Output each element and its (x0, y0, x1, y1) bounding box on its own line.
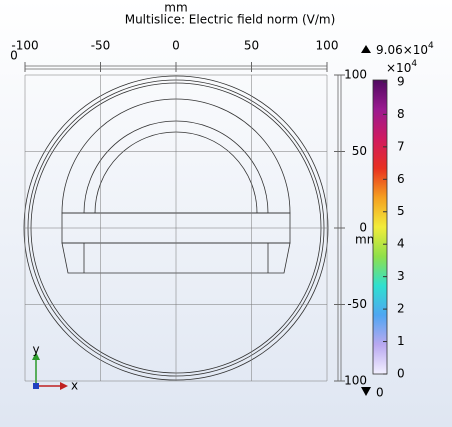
colorbar-tick-label: 0 (397, 367, 405, 381)
colorbar-tick-label: 6 (397, 172, 405, 186)
y-tick-label: 100 (344, 68, 367, 82)
z-tick: 0 (10, 49, 18, 63)
x-tick-label: -50 (91, 39, 111, 53)
y-tick-label: -50 (347, 297, 367, 311)
y-unit: mm (355, 233, 378, 247)
multiplier: ×104 (386, 59, 417, 75)
axis-unit: mm (164, 1, 187, 15)
triad: y x (32, 343, 78, 393)
min-marker (361, 387, 371, 396)
colorbar-tick-label: 5 (397, 204, 405, 218)
colorbar (372, 79, 388, 375)
max-value: 9.06×104 (376, 41, 434, 57)
y-tick-label: 50 (352, 144, 367, 158)
colorbar-tick-label: 8 (397, 107, 405, 121)
min-value: 0 (376, 386, 384, 400)
colorbar-tick-label: 1 (397, 334, 405, 348)
x-tick-label: 0 (172, 39, 180, 53)
colorbar-tick-label: 9 (397, 74, 405, 88)
colorbar-tick-label: 4 (397, 237, 405, 251)
colorbar-tick-label: 3 (397, 269, 405, 283)
plot-title: Multislice: Electric field norm (V/m) (125, 13, 336, 27)
max-marker (361, 45, 371, 53)
x-tick-label: 100 (316, 39, 339, 53)
colorbar-tick-label: 2 (397, 302, 405, 316)
triad-x: x (71, 379, 78, 393)
x-tick-label: -100 (11, 39, 38, 53)
y-tick-label: -100 (340, 374, 367, 388)
colorbar-tick-label: 7 (397, 139, 405, 153)
triad-y: y (32, 343, 39, 357)
y-tick-label: 0 (359, 221, 367, 235)
x-tick-label: 50 (244, 39, 259, 53)
